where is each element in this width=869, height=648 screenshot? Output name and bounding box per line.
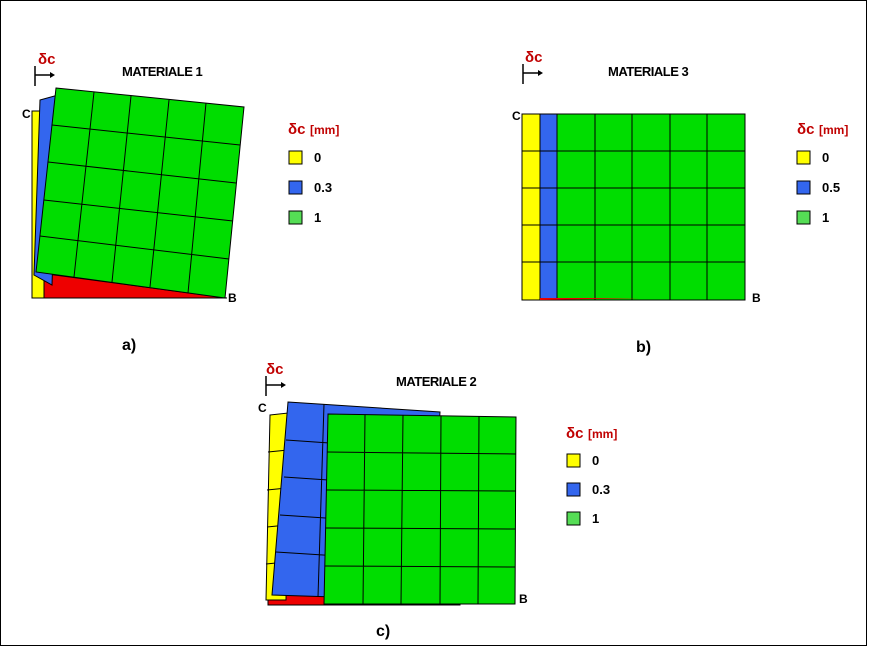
panel-b-legend-unit: [mm] <box>819 123 848 137</box>
panel-c-caption: c) <box>376 623 390 640</box>
panel-b-legend-item-0: 0 <box>822 150 829 165</box>
panel-c-layer-1 <box>323 413 517 605</box>
panel-b-legend-title: δc <box>797 121 814 138</box>
panel-b-arrow-icon <box>522 64 543 84</box>
panel-a: δc MATERIALE 1 C B δc [mm] 0 0.3 1 <box>22 51 339 354</box>
panel-c-legend: δc [mm] 0 0.3 1 <box>566 425 617 526</box>
panel-c-corner-c: C <box>258 401 267 415</box>
panel-a-arrow-icon <box>34 66 55 86</box>
panel-b-legend-item-1: 0.5 <box>822 180 840 195</box>
panel-b-legend-swatch-2 <box>796 210 811 225</box>
panel-c: δc MATERIALE 2 C B δc [mm] 0 0.3 <box>258 361 617 640</box>
panel-a-legend-title: δc <box>288 121 305 138</box>
panel-b-corner-b: B <box>752 291 761 305</box>
panel-a-legend-swatch-0 <box>288 150 303 165</box>
panel-b-legend-item-2: 1 <box>822 210 829 225</box>
panel-b-legend-swatch-1 <box>796 180 811 195</box>
panel-a-legend-swatch-2 <box>288 210 303 225</box>
panel-a-legend-swatch-1 <box>288 180 303 195</box>
panel-c-legend-swatch-1 <box>566 482 581 497</box>
panel-b-layer-1 <box>522 113 746 301</box>
panel-b-layer-mid <box>539 113 558 301</box>
panel-b-corner-c: C <box>512 109 521 123</box>
panel-b-title: MATERIALE 3 <box>608 64 688 79</box>
panel-b: δc MATERIALE 3 C B δc [mm] 0 0.5 1 b) <box>512 49 848 356</box>
panel-b-layer-0 <box>521 113 541 301</box>
panel-c-legend-unit: [mm] <box>588 427 617 441</box>
panel-c-legend-item-2: 1 <box>592 511 599 526</box>
panel-a-layer-1 <box>35 87 245 299</box>
panel-a-legend-item-0: 0 <box>314 150 321 165</box>
panel-b-legend: δc [mm] 0 0.5 1 <box>796 121 848 225</box>
panel-a-delta-label: δc <box>38 51 55 68</box>
panel-b-base-layer <box>540 298 640 300</box>
panel-a-legend: δc [mm] 0 0.3 1 <box>288 121 339 225</box>
panel-b-caption: b) <box>636 339 651 356</box>
panel-c-legend-swatch-2 <box>566 511 581 526</box>
panel-a-title: MATERIALE 1 <box>122 64 202 79</box>
panel-a-legend-item-1: 0.3 <box>314 180 332 195</box>
panel-a-corner-b: B <box>228 291 237 305</box>
panel-c-legend-swatch-0 <box>566 453 581 468</box>
panel-a-legend-item-2: 1 <box>314 210 321 225</box>
panel-a-corner-c: C <box>22 107 31 121</box>
panel-c-legend-item-0: 0 <box>592 453 599 468</box>
panel-b-delta-label: δc <box>525 49 542 66</box>
panel-c-legend-item-1: 0.3 <box>592 482 610 497</box>
panel-c-legend-title: δc <box>566 425 583 442</box>
panel-c-delta-label: δc <box>266 361 283 378</box>
panel-b-legend-swatch-0 <box>796 150 811 165</box>
panel-c-title: MATERIALE 2 <box>396 374 476 389</box>
panel-c-corner-b: B <box>519 592 528 606</box>
panel-a-caption: a) <box>122 337 136 354</box>
panel-a-legend-unit: [mm] <box>310 123 339 137</box>
panel-c-arrow-icon <box>265 376 286 396</box>
